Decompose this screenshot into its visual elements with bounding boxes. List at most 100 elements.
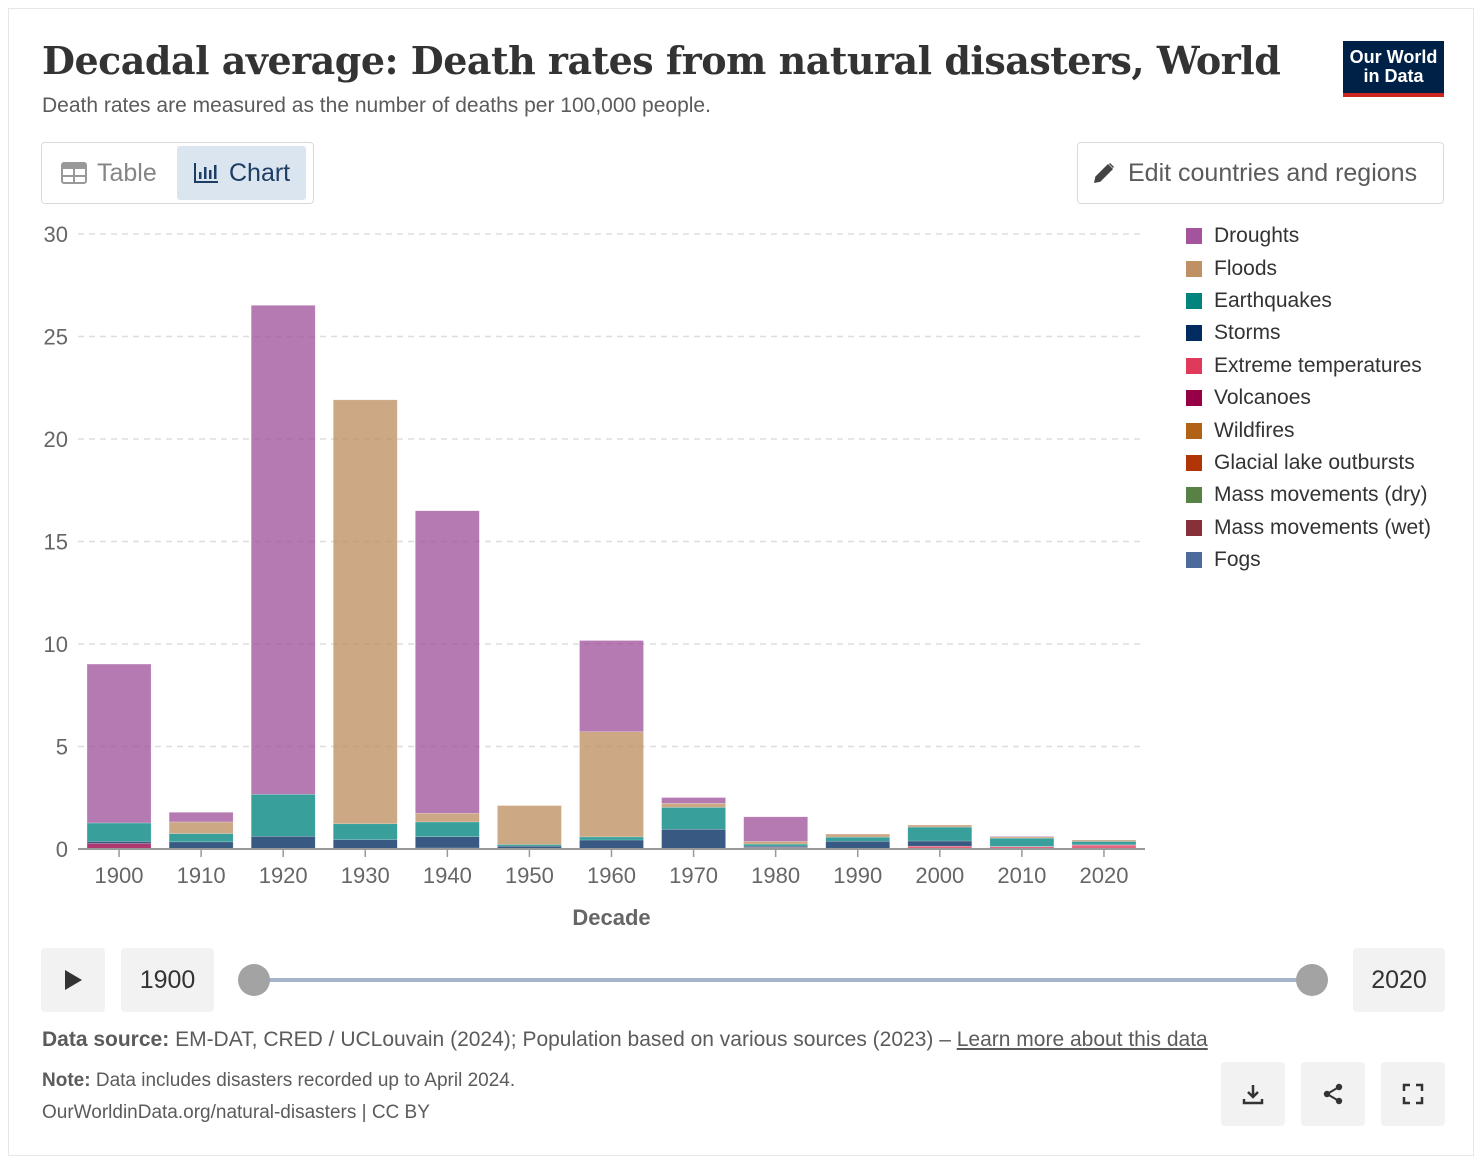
bar-segment-floods [661,803,726,808]
bar-segment-floods [989,836,1055,839]
tab-chart[interactable]: Chart [177,146,307,200]
x-tick-label: 2000 [915,863,964,888]
tab-table-label: Table [97,158,157,187]
note-label: Note: [42,1070,91,1091]
legend-swatch [1186,228,1202,245]
x-tick-label: 2020 [1079,863,1128,888]
timeline-track[interactable] [254,978,1312,982]
bar-segment-droughts [168,812,234,823]
legend-item[interactable]: Mass movements (dry) [1186,479,1431,511]
legend-item[interactable]: Wildfires [1186,414,1431,446]
y-tick-label: 15 [44,530,68,555]
legend-item[interactable]: Storms [1186,317,1431,349]
x-tick-label: 1940 [423,863,472,888]
legend-swatch [1186,552,1202,569]
x-tick-label: 1930 [341,863,390,888]
edit-countries-label: Edit countries and regions [1128,158,1418,187]
bar-segment-floods [168,821,234,834]
legend-label: Volcanoes [1214,386,1311,410]
timeline-start-label[interactable]: 1900 [121,948,214,1012]
bar-segment-floods [497,805,562,845]
y-tick-label: 10 [44,632,68,657]
legend-item[interactable]: Droughts [1186,220,1431,252]
y-tick-label: 25 [44,325,68,350]
legend-label: Mass movements (wet) [1214,515,1432,539]
timeline-end-handle[interactable] [1296,964,1328,996]
legend-item[interactable]: Glacial lake outbursts [1186,447,1431,479]
x-tick-label: 1950 [505,863,554,888]
bar-segment-storms [825,840,890,850]
bar-segment-droughts [661,797,726,804]
bar-segment-floods [743,841,808,845]
stacked-bar-chart: 0 5 10 15 20 25 30 1900 1910 1920 1930 1940 1950 1960… [44,222,1145,930]
bar-segment-floods [415,813,480,823]
bar-segment-earthquakes [250,794,316,837]
bar-segment-droughts [579,640,644,732]
legend-item[interactable]: Fogs [1186,544,1431,576]
bar-segment-floods [333,399,398,825]
x-tick-label: 1980 [751,863,800,888]
note-text: Data includes disasters recorded up to A… [95,1070,516,1091]
fullscreen-icon [1402,1083,1424,1105]
source-text: EM-DAT, CRED / UCLouvain (2024); Populat… [175,1028,951,1051]
bar-segment-volcanoes [86,843,152,849]
y-tick-label: 5 [56,735,68,760]
chart-icon [194,163,218,183]
legend-label: Storms [1214,321,1281,345]
legend-label: Floods [1214,256,1278,280]
bar-segment-earthquakes [825,836,890,842]
bar-segment-storms [661,829,726,850]
bar-segment-floods [1071,839,1137,842]
bar-segment-storms [907,840,973,847]
bar-segment-floods [825,833,890,838]
timeline-end-label[interactable]: 2020 [1353,948,1445,1012]
legend-swatch [1186,454,1202,471]
learn-more-link[interactable]: Learn more about this data [956,1028,1208,1051]
x-tick-label: 1910 [177,863,226,888]
legend-swatch [1186,260,1202,277]
legend: Droughts Floods Earthquakes Storms Extreme t… [1186,220,1431,576]
fullscreen-button[interactable] [1381,1062,1445,1126]
timeline-start-handle[interactable] [238,964,270,996]
legend-swatch [1186,390,1202,407]
bar-segment-droughts [86,663,152,824]
play-button[interactable] [41,948,105,1012]
note: Note: Data includes disasters recorded u… [42,1070,515,1092]
bar-segment-storms [86,841,152,844]
legend-item[interactable]: Mass movements (wet) [1186,512,1431,544]
bar-segment-floods [907,824,973,828]
y-tick-label: 20 [44,427,68,452]
bar-segment-floods [579,731,644,838]
download-button[interactable] [1221,1062,1285,1126]
bar-segment-earthquakes [743,843,808,847]
owid-logo[interactable]: Our World in Data [1343,41,1444,97]
legend-swatch [1186,519,1202,536]
bar-segment-earthquakes [907,826,973,842]
legend-swatch [1186,422,1202,439]
legend-label: Earthquakes [1214,288,1332,312]
legend-item[interactable]: Extreme temperatures [1186,350,1431,382]
x-tick-label: 1900 [95,863,144,888]
edit-countries-button[interactable]: Edit countries and regions [1077,142,1444,204]
bar-segment-droughts [415,510,480,814]
legend-item[interactable]: Volcanoes [1186,382,1431,414]
x-tick-label: 1990 [833,863,882,888]
download-icon [1242,1085,1264,1105]
legend-label: Droughts [1214,224,1300,248]
bar-segment-droughts [250,305,316,795]
tab-table[interactable]: Table [45,146,173,200]
legend-label: Fogs [1214,548,1261,572]
bar-segment-earthquakes [168,833,234,843]
bar-segment-earthquakes [1071,841,1137,845]
legend-item[interactable]: Earthquakes [1186,285,1431,317]
source-url[interactable]: OurWorldinData.org/natural-disasters | C… [42,1102,430,1123]
bar-segment-droughts [743,816,808,842]
legend-item[interactable]: Floods [1186,252,1431,284]
bar-segment-earthquakes [333,823,398,840]
chart-subtitle: Death rates are measured as the number o… [42,94,711,117]
legend-label: Wildfires [1214,418,1295,442]
share-button[interactable] [1301,1062,1365,1126]
bar-segment-earthquakes [579,836,644,841]
bar-segment-storms [250,836,316,849]
y-tick-label: 0 [56,837,68,862]
